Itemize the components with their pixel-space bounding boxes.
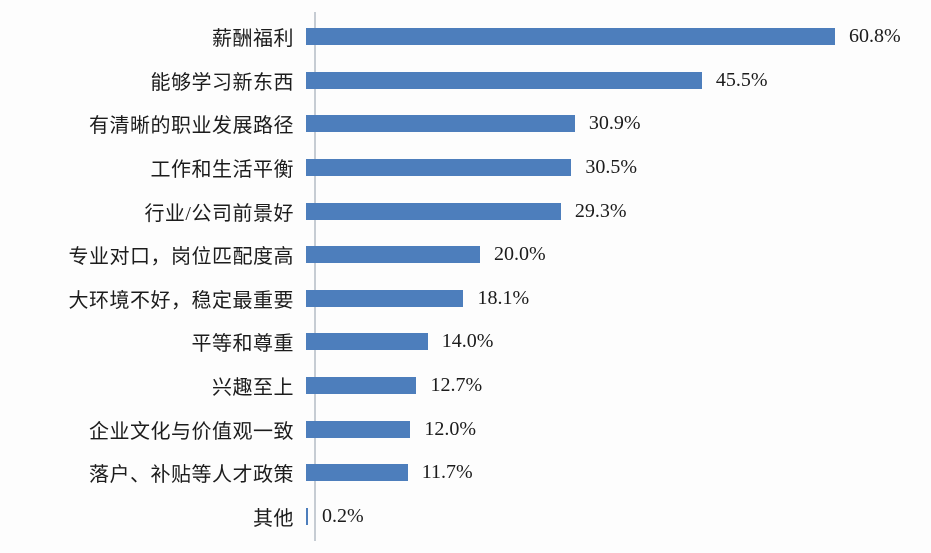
category-label: 行业/公司前景好 xyxy=(144,202,294,225)
bar xyxy=(306,289,464,307)
chart-row: 其他 0.2% xyxy=(0,495,931,539)
value-label: 18.1% xyxy=(477,286,530,309)
chart-row: 平等和尊重 14.0% xyxy=(0,320,931,364)
category-label: 有清晰的职业发展路径 xyxy=(89,115,294,138)
bar xyxy=(306,507,308,525)
category-label: 专业对口，岗位匹配度高 xyxy=(68,246,294,269)
bar xyxy=(306,464,408,482)
category-label: 平等和尊重 xyxy=(191,333,294,356)
value-label: 12.7% xyxy=(430,374,483,397)
value-label: 60.8% xyxy=(848,25,901,48)
bar xyxy=(306,202,561,220)
bar-area: 14.0% xyxy=(304,320,931,364)
value-label: 20.0% xyxy=(494,243,546,266)
bar-area: 45.5% xyxy=(304,59,931,103)
category-label: 工作和生活平衡 xyxy=(150,159,294,182)
chart-row: 有清晰的职业发展路径 30.9% xyxy=(0,102,931,146)
category-label: 能够学习新东西 xyxy=(150,71,294,94)
value-label: 30.5% xyxy=(585,156,638,179)
bar-area: 30.9% xyxy=(304,102,931,146)
bar-area: 29.3% xyxy=(304,189,931,233)
bar-area: 12.0% xyxy=(304,407,931,451)
bar-area: 60.8% xyxy=(304,15,931,59)
value-label: 0.2% xyxy=(322,504,364,527)
bar-area: 30.5% xyxy=(304,146,931,190)
bar xyxy=(306,159,572,177)
category-label: 企业文化与价值观一致 xyxy=(89,420,294,443)
chart-row: 工作和生活平衡 30.5% xyxy=(0,146,931,190)
chart-rows: 薪酬福利 60.8% 能够学习新东西 45.5% 有清晰的职业发展路径 30.9… xyxy=(0,15,931,538)
chart-row: 能够学习新东西 45.5% xyxy=(0,59,931,103)
category-label: 落户、补贴等人才政策 xyxy=(89,464,294,487)
chart-row: 专业对口，岗位匹配度高 20.0% xyxy=(0,233,931,277)
bar xyxy=(306,115,575,133)
chart-row: 兴趣至上 12.7% xyxy=(0,364,931,408)
category-label: 薪酬福利 xyxy=(212,28,294,51)
bar-area: 18.1% xyxy=(304,277,931,321)
category-axis-line xyxy=(314,12,316,541)
category-label: 大环境不好，稳定最重要 xyxy=(68,289,294,312)
value-label: 11.7% xyxy=(421,461,473,484)
bar-area: 0.2% xyxy=(304,495,931,539)
bar-area: 12.7% xyxy=(304,364,931,408)
category-label: 其他 xyxy=(253,507,294,530)
chart-row: 行业/公司前景好 29.3% xyxy=(0,189,931,233)
chart-row: 大环境不好，稳定最重要 18.1% xyxy=(0,277,931,321)
bar xyxy=(306,333,428,351)
category-label: 兴趣至上 xyxy=(212,377,294,400)
bar-area: 20.0% xyxy=(304,233,931,277)
bar xyxy=(306,420,411,438)
value-label: 14.0% xyxy=(441,330,494,353)
chart-row: 薪酬福利 60.8% xyxy=(0,15,931,59)
value-label: 30.9% xyxy=(588,112,641,135)
bar-area: 11.7% xyxy=(304,451,931,495)
value-label: 45.5% xyxy=(715,68,768,91)
bar xyxy=(306,377,417,395)
bar xyxy=(306,71,702,89)
value-label: 29.3% xyxy=(574,199,627,222)
bar xyxy=(306,28,835,46)
bar xyxy=(306,246,480,264)
chart-row: 落户、补贴等人才政策 11.7% xyxy=(0,451,931,495)
value-label: 12.0% xyxy=(424,417,477,440)
chart-row: 企业文化与价值观一致 12.0% xyxy=(0,407,931,451)
